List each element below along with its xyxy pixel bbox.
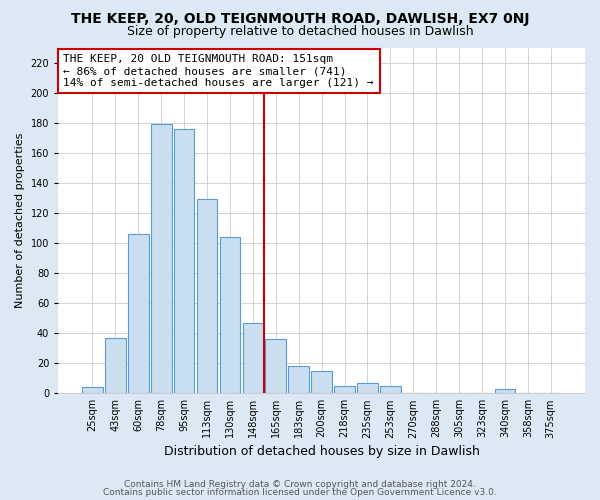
Bar (197, 200, 217, 394)
Bar (151, 124, 172, 394)
Bar (174, 128, 194, 394)
Bar (128, 234, 149, 394)
Bar (265, 339, 286, 394)
Bar (220, 237, 240, 394)
Text: Contains HM Land Registry data © Crown copyright and database right 2024.: Contains HM Land Registry data © Crown c… (124, 480, 476, 489)
Bar (105, 338, 125, 394)
Bar (289, 366, 309, 394)
Bar (311, 371, 332, 394)
Text: Contains public sector information licensed under the Open Government Licence v3: Contains public sector information licen… (103, 488, 497, 497)
Bar (494, 389, 515, 394)
Bar (357, 383, 378, 394)
Y-axis label: Number of detached properties: Number of detached properties (15, 132, 25, 308)
X-axis label: Distribution of detached houses by size in Dawlish: Distribution of detached houses by size … (164, 444, 479, 458)
Text: Size of property relative to detached houses in Dawlish: Size of property relative to detached ho… (127, 25, 473, 38)
Text: THE KEEP, 20, OLD TEIGNMOUTH ROAD, DAWLISH, EX7 0NJ: THE KEEP, 20, OLD TEIGNMOUTH ROAD, DAWLI… (71, 12, 529, 26)
Bar (380, 386, 401, 394)
Bar (242, 322, 263, 394)
Bar (82, 388, 103, 394)
Text: THE KEEP, 20 OLD TEIGNMOUTH ROAD: 151sqm
← 86% of detached houses are smaller (7: THE KEEP, 20 OLD TEIGNMOUTH ROAD: 151sqm… (64, 54, 374, 88)
Bar (334, 386, 355, 394)
